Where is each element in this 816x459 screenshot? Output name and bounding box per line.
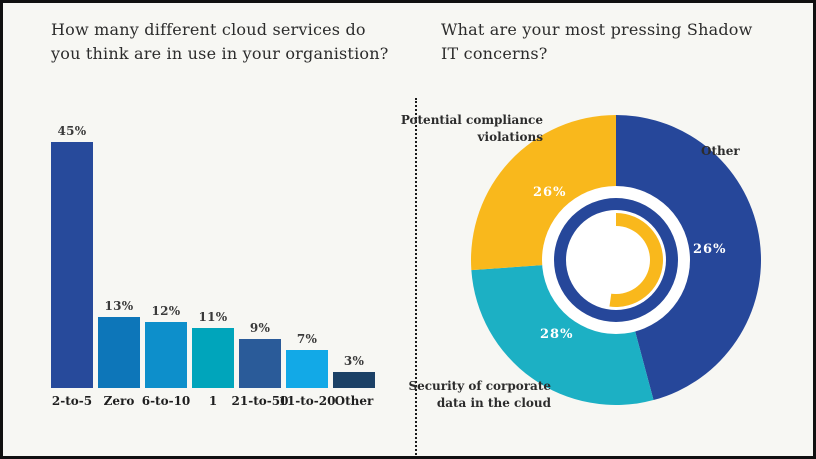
bar-category-label: Zero [103,394,135,408]
bar-category-label: 21-to-50 [231,394,289,408]
bar-column: 7% 11-to-20 [279,124,336,408]
bar-column: 45% 2-to-5 [51,124,93,408]
bar-column: 13% Zero [98,124,140,408]
bar-category-label: 1 [208,394,218,408]
bar-column: 12% 6-to-10 [142,124,191,408]
bar-column: 3% Other [333,124,375,408]
bar-chart: 45% 2-to-5 13% Zero 12% 6-to-10 11% 1 9% 21-to-50… [51,124,375,408]
bar-column: 9% 21-to-50 [232,124,289,408]
pie-percent-compliance: 26% [533,185,567,200]
bar-value-label: 9% [249,320,271,335]
bar [98,316,140,388]
bar [286,349,328,388]
dotted-divider [415,98,417,456]
bar-value-label: 11% [198,309,228,324]
bar-value-label: 12% [151,304,181,319]
bar-column: 11% 1 [192,124,234,408]
donut-hole [582,226,650,294]
donut-svg [471,115,761,405]
bar-value-label: 13% [104,298,134,313]
bar-value-label: 7% [296,331,318,346]
bar-chart-title: How many different cloud services do you… [51,20,389,63]
bar-category-label: Other [334,394,374,408]
bar [239,338,281,388]
donut-chart-title: What are your most pressing Shadow IT co… [441,20,753,63]
pie-percent-security: 28% [540,327,574,342]
bar-category-label: 2-to-5 [51,394,93,408]
bar [192,327,234,388]
bar [333,371,375,388]
pie-label-other: Other [701,144,740,158]
donut-chart [471,115,761,405]
pie-percent-other: 26% [693,242,727,257]
bar-value-label: 45% [57,124,87,138]
bar-category-label: 6-to-10 [141,394,191,408]
pie-label-compliance: Potential compliance violations [400,113,543,144]
bar-value-label: 3% [343,353,365,368]
bar [51,142,93,388]
pie-label-security: Security of corporate data in the cloud [408,379,551,410]
bar [145,322,187,388]
bar-category-label: 11-to-20 [278,394,336,408]
